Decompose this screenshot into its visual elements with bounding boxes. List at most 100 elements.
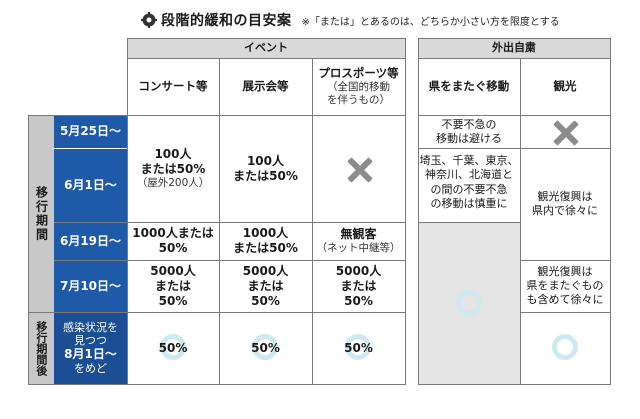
header-concert: コンサート等 — [127, 58, 219, 115]
cell-exhibit-early: 100人 または50% — [219, 115, 312, 222]
after-concert-value: 50% — [158, 340, 188, 355]
concert-jul10-line1: 5000人 — [150, 263, 196, 278]
concert-early-line3: （屋外200人） — [136, 176, 210, 189]
concert-early-line1: 100人 — [154, 146, 192, 161]
grid-line — [312, 58, 313, 385]
date-jun1: 6月1日〜 — [54, 148, 127, 222]
concert-early-line2: または50% — [140, 161, 206, 176]
grid-line — [418, 58, 610, 59]
side-transition: 移行期間 — [28, 115, 54, 312]
tour-jul-line2: 県をまたぐもの — [526, 279, 604, 293]
circle-icon — [252, 334, 278, 360]
grid-line — [418, 38, 610, 39]
grid-line — [418, 38, 419, 385]
cell-sports-early — [312, 115, 405, 222]
grid-line — [28, 115, 405, 116]
grid-line — [28, 115, 29, 385]
grid-line — [418, 384, 610, 385]
header-pro-sports-line2: （全国的移動 — [327, 80, 390, 93]
grid-line — [418, 115, 610, 116]
circle-icon — [160, 334, 186, 360]
cell-sports-jul10: 5000人 または 50% — [312, 260, 405, 312]
exhibit-early-line2: または50% — [233, 168, 298, 183]
grid-line — [219, 58, 220, 385]
cell-cross-jun1: 埼玉、千葉、東京、 神奈川、北海道と の間の不要不急 の移動は慎重に — [418, 148, 520, 222]
cross-jun1-line4: の移動は慎重に — [430, 196, 508, 210]
cell-tour-jun: 観光復興は 県内で徐々に — [520, 148, 610, 260]
cell-exhibit-jun19: 1000人 または50% — [219, 222, 312, 260]
date-aug1: 感染状況を 見つつ 8月1日〜 をめど — [54, 312, 127, 384]
header-going-out: 外出自粛 — [418, 38, 610, 58]
sports-jun19-line1: 無観客 — [340, 226, 377, 241]
circle-icon — [552, 334, 578, 360]
cell-tour-may25 — [520, 115, 610, 148]
tour-jun-line1: 観光復興は — [537, 190, 593, 204]
concert-jul10-line2: または — [154, 278, 191, 293]
x-mark-icon — [345, 155, 373, 183]
exhibit-jun19-line2: または50% — [233, 241, 298, 255]
header-pro-sports: プロスポーツ等 （全国的移動 を伴うもの） — [312, 58, 405, 115]
grid-line — [520, 260, 610, 261]
circle-icon — [456, 290, 482, 316]
title-note: ※「または」とあるのは、どちらか小さい方を限度とする — [301, 16, 560, 28]
cell-sports-after: 50% — [312, 312, 405, 384]
header-cross-prefecture: 県をまたぐ移動 — [418, 58, 520, 115]
concert-jun19-line2: 50% — [158, 241, 188, 255]
grid-line — [54, 222, 405, 223]
date-aug1-line2: 見つつ — [74, 334, 107, 348]
page-title: 段階的緩和の目安案 — [161, 13, 292, 29]
x-mark-icon — [551, 118, 579, 146]
tour-jul-line3: も含めて徐々に — [526, 292, 604, 306]
header-tourism: 観光 — [520, 58, 610, 115]
header-event: イベント — [127, 38, 405, 58]
grid-line — [405, 38, 406, 385]
grid-line — [127, 58, 405, 59]
grid-line — [610, 38, 611, 385]
after-exhibit-value: 50% — [251, 340, 280, 355]
exhibit-jul10-line3: 50% — [251, 293, 280, 308]
sports-jul10-line3: 50% — [344, 293, 373, 308]
concert-jul10-line3: 50% — [158, 293, 188, 308]
exhibit-early-line1: 100人 — [246, 153, 285, 168]
cell-tour-jul: 観光復興は 県をまたぐもの も含めて徐々に — [520, 260, 610, 312]
cross-may25-line1: 不要不急の — [441, 117, 497, 131]
cell-exhibit-after: 50% — [219, 312, 312, 384]
grid-line — [520, 58, 521, 385]
grid-line — [54, 260, 405, 261]
date-may25: 5月25日〜 — [54, 115, 127, 148]
grid-line — [418, 148, 610, 149]
date-aug1-line3: 8月1日〜 — [64, 347, 117, 362]
date-aug1-line4: をめど — [74, 361, 107, 375]
sports-jul10-line2: または — [340, 278, 377, 293]
cell-sports-jun19: 無観客 （ネット中継等） — [312, 222, 405, 260]
grid-line — [28, 384, 405, 385]
tour-jun-line2: 県内で徐々に — [532, 204, 598, 217]
after-sports-value: 50% — [344, 340, 373, 355]
cell-exhibit-jul10: 5000人 または 50% — [219, 260, 312, 312]
grid-line — [520, 312, 610, 313]
cell-concert-after: 50% — [127, 312, 219, 384]
cross-jun1-line2: 神奈川、北海道と — [425, 168, 513, 182]
gear-icon — [141, 12, 157, 28]
concert-jun19-line1: 1000人または — [132, 226, 214, 240]
exhibit-jul10-line1: 5000人 — [242, 263, 289, 278]
cell-cross-may25: 不要不急の 移動は避ける — [418, 115, 520, 148]
date-jul10: 7月10日〜 — [54, 260, 127, 312]
sports-jun19-line2: （ネット中継等） — [316, 241, 401, 254]
title-row: 段階的緩和の目安案 ※「または」とあるのは、どちらか小さい方を限度とする — [141, 8, 560, 32]
tour-jul-line1: 観光復興は — [537, 265, 593, 279]
circle-icon — [345, 334, 371, 360]
grid-line — [127, 38, 128, 385]
exhibit-jul10-line2: または — [247, 278, 284, 293]
cross-jun1-line1: 埼玉、千葉、東京、 — [419, 154, 519, 167]
header-exhibition: 展示会等 — [219, 58, 312, 115]
cell-concert-jul10: 5000人 または 50% — [127, 260, 219, 312]
date-jun19: 6月19日〜 — [54, 222, 127, 260]
sports-jul10-line1: 5000人 — [335, 263, 382, 278]
header-pro-sports-line1: プロスポーツ等 — [318, 66, 399, 81]
grid-line — [54, 148, 127, 149]
cross-jun1-line3: の間の不要不急 — [430, 182, 508, 196]
grid-line — [418, 222, 520, 223]
cell-concert-early: 100人 または50% （屋外200人） — [127, 115, 219, 222]
cell-concert-jun19: 1000人または 50% — [127, 222, 219, 260]
